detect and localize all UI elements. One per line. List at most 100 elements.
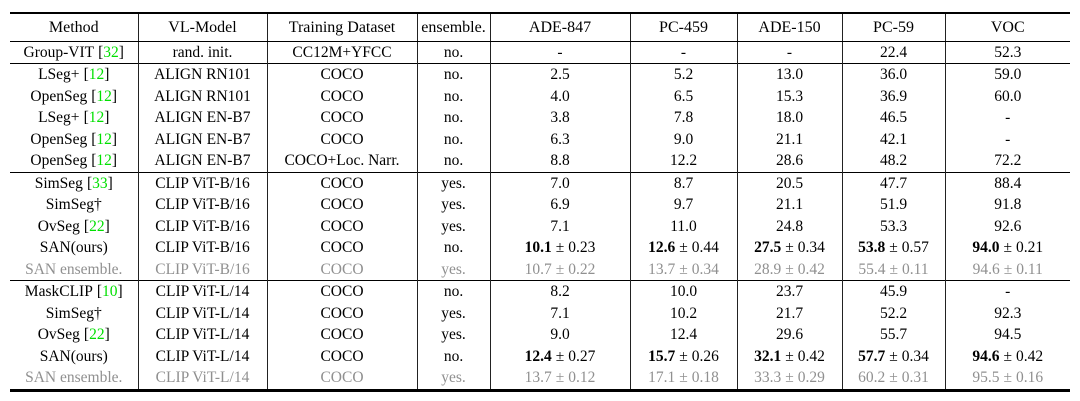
score-cell: 7.1 <box>489 215 630 237</box>
score-cell: 52.2 <box>841 302 945 324</box>
score-std: 0.34 <box>691 260 719 278</box>
score-std: 0.18 <box>691 369 719 386</box>
ensemble-cell: no. <box>416 237 490 259</box>
vl-model-cell: ALIGN RN101 <box>137 85 267 107</box>
score-cell: - <box>944 107 1070 129</box>
citation-link[interactable]: 12 <box>88 66 105 83</box>
ensemble-cell: no. <box>416 150 490 172</box>
score-cell: 94.6 ±0.42 <box>944 345 1070 367</box>
table-row: OvSeg [22] CLIP ViT-B/16 COCO yes. 7.1 11.0 24.… <box>10 215 1070 237</box>
ensemble-cell: yes. <box>416 367 490 390</box>
score-cell: 12.2 <box>629 150 737 172</box>
score-cell: 72.2 <box>944 150 1070 172</box>
score-cell: 51.9 <box>841 194 945 216</box>
score-cell: 6.9 <box>489 194 630 216</box>
citation-link[interactable]: 12 <box>96 152 112 169</box>
score-cell: 10.1 ±0.23 <box>489 237 630 259</box>
vl-model-cell: ALIGN EN-B7 <box>137 150 267 172</box>
citation-link[interactable]: 33 <box>92 174 108 192</box>
score-mean: 95.5 <box>972 369 1000 386</box>
plus-minus-symbol: ± <box>679 260 688 278</box>
score-cell: 7.1 <box>489 302 630 324</box>
column-header-pc-59: PC-59 <box>841 13 945 42</box>
score-cell: 12.4 ±0.27 <box>489 345 630 367</box>
method-name: SimSeg† <box>45 196 102 213</box>
plus-minus-symbol: ± <box>889 239 898 256</box>
column-header-ade-847: ADE-847 <box>489 13 630 42</box>
score-mean: 17.1 <box>648 369 676 386</box>
score-cell: 59.0 <box>944 63 1070 86</box>
score-cell: 88.4 <box>944 171 1070 194</box>
citation-link[interactable]: 12 <box>96 130 112 148</box>
score-cell: 94.5 <box>944 324 1070 346</box>
method-name: OpenSeg <box>30 130 88 148</box>
citation-link[interactable]: 12 <box>96 87 112 105</box>
column-header-vl-model: VL-Model <box>137 13 267 42</box>
score-mean: 33.3 <box>754 369 782 386</box>
training-dataset-cell: COCO <box>266 237 417 259</box>
score-std: 0.12 <box>568 369 596 386</box>
citation-link[interactable]: 12 <box>88 109 105 126</box>
score-cell: 7.8 <box>629 107 737 129</box>
citation-open-bracket: [ <box>83 217 90 235</box>
score-cell: - <box>944 280 1070 303</box>
score-cell: 36.0 <box>841 63 945 86</box>
method-name: MaskCLIP <box>24 283 93 300</box>
ensemble-cell: no. <box>416 63 490 86</box>
method-name: SAN ensemble. <box>25 369 123 386</box>
score-std: 0.57 <box>901 239 929 256</box>
ensemble-cell: no. <box>416 128 490 150</box>
score-cell: 13.7 ±0.12 <box>489 367 630 390</box>
plus-minus-symbol: ± <box>889 347 898 365</box>
score-cell: 27.5 ±0.34 <box>736 237 842 259</box>
score-std: 0.31 <box>901 369 929 386</box>
score-cell: 33.3 ±0.29 <box>736 367 842 390</box>
citation-link[interactable]: 22 <box>89 217 105 235</box>
plus-minus-symbol: ± <box>555 260 565 278</box>
score-cell: 28.6 <box>736 150 842 172</box>
score-cell: 46.5 <box>841 107 945 129</box>
score-cell: - <box>736 41 842 64</box>
score-std: 0.26 <box>691 347 719 365</box>
vl-model-cell: CLIP ViT-L/14 <box>137 280 267 303</box>
score-cell: 12.6 ±0.44 <box>629 237 737 259</box>
score-mean: 12.6 <box>648 239 676 256</box>
score-cell: 24.8 <box>736 215 842 237</box>
training-dataset-cell: COCO <box>266 367 417 390</box>
method-cell: OpenSeg [12] <box>10 86 138 108</box>
citation-link[interactable]: 32 <box>103 43 119 61</box>
citation-open-bracket: [ <box>83 326 90 343</box>
method-name: OpenSeg <box>30 87 88 105</box>
method-name: SAN(ours) <box>39 347 108 365</box>
table-row: SimSeg† CLIP ViT-B/16 COCO yes. 6.9 9.7 21.1 51… <box>10 194 1070 216</box>
method-name: OpenSeg <box>30 152 88 169</box>
score-mean: 94.0 <box>972 239 1000 256</box>
citation-link[interactable]: 22 <box>89 326 105 343</box>
score-std: 0.42 <box>797 347 825 365</box>
table-body: Group-VIT [32] rand. init. CC12M+YFCC no. - - -… <box>10 41 1070 390</box>
score-cell: 2.5 <box>489 63 630 86</box>
score-cell: 28.9 ±0.42 <box>736 258 842 281</box>
citation-link[interactable]: 10 <box>102 283 118 300</box>
method-name: SAN ensemble. <box>25 260 123 278</box>
training-dataset-cell: COCO <box>266 302 417 324</box>
method-name: SimSeg† <box>45 304 102 322</box>
score-std: 0.22 <box>568 260 596 278</box>
score-cell: 57.7 ±0.34 <box>841 345 945 367</box>
score-cell: 9.7 <box>629 194 737 216</box>
method-name: SimSeg <box>34 174 83 192</box>
column-header-ensemble: ensemble. <box>416 13 490 42</box>
score-cell: 52.3 <box>944 41 1070 64</box>
column-header-voc: VOC <box>944 13 1070 42</box>
plus-minus-symbol: ± <box>785 369 794 386</box>
method-cell: SimSeg† <box>10 194 138 216</box>
score-cell: 12.4 <box>629 324 737 346</box>
vl-model-cell: CLIP ViT-B/16 <box>137 194 267 216</box>
training-dataset-cell: CC12M+YFCC <box>266 41 417 64</box>
score-cell: 48.2 <box>841 150 945 172</box>
score-cell: 9.0 <box>489 324 630 346</box>
score-cell: 8.2 <box>489 280 630 303</box>
column-header-method: Method <box>10 13 138 42</box>
score-cell: 15.7 ±0.26 <box>629 345 737 367</box>
score-cell: 53.3 <box>841 215 945 237</box>
